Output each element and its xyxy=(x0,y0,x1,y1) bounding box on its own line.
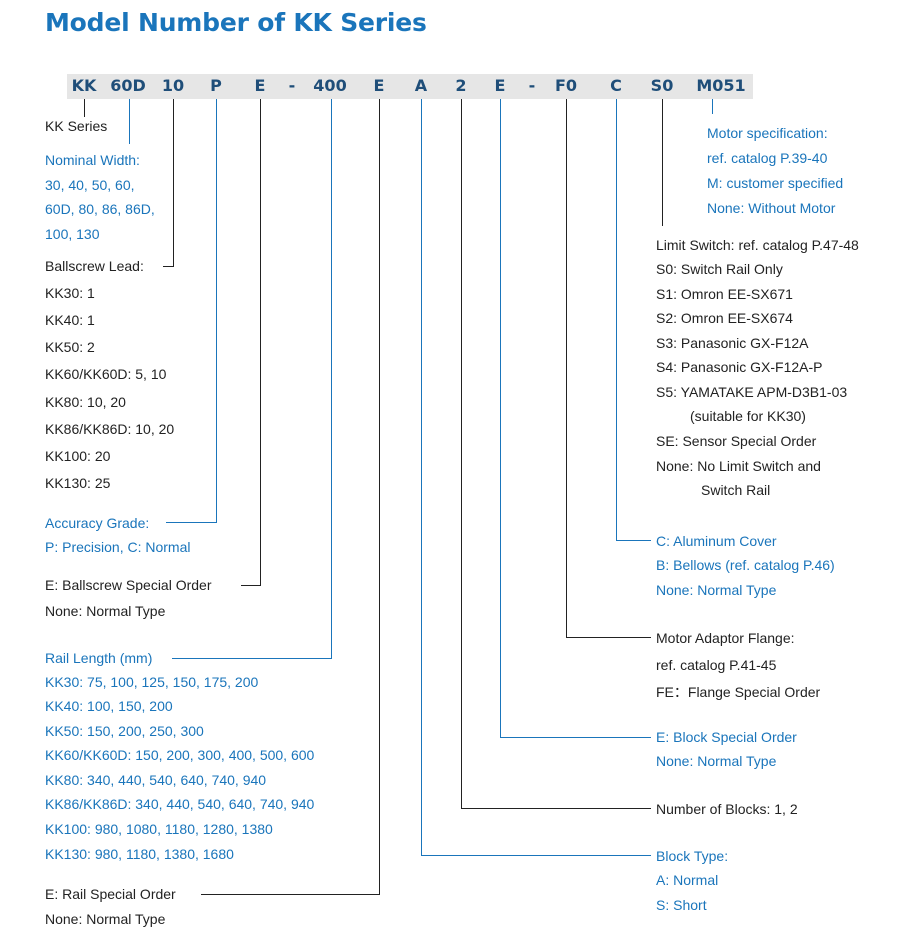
accuracy-grade-option: P: Precision, C: Normal xyxy=(45,539,191,555)
page-title: Model Number of KK Series xyxy=(45,8,427,37)
rail-length-option: KK80: 340, 440, 540, 640, 740, 940 xyxy=(45,772,267,788)
code-segment-block-count: 2 xyxy=(455,76,467,95)
ballscrew-lead-option: KK80: 10, 20 xyxy=(45,394,126,410)
code-segment-block-order: E xyxy=(494,76,506,95)
block-order-connector xyxy=(500,99,651,738)
code-segment-rail-length: 400 xyxy=(313,76,347,95)
limit-switch-option-cont: Switch Rail xyxy=(701,482,771,498)
motor-flange-connector xyxy=(566,99,651,638)
ballscrew-lead-option: KK86/KK86D: 10, 20 xyxy=(45,421,175,437)
ballscrew-lead-option: KK30: 1 xyxy=(45,285,95,301)
nominal-width-option: 100, 130 xyxy=(45,226,100,242)
limit-switch-option: S2: Omron EE-SX674 xyxy=(656,310,793,326)
model-code-bar xyxy=(67,74,753,99)
accuracy-connector xyxy=(166,99,217,523)
nominal-width-title: Nominal Width: xyxy=(45,152,140,168)
cover-option: B: Bellows (ref. catalog P.46) xyxy=(656,557,835,573)
rail-length-connector xyxy=(172,99,332,659)
motor-adaptor-title: Motor Adaptor Flange: xyxy=(656,630,795,646)
motor-spec-line: ref. catalog P.39-40 xyxy=(707,150,828,166)
nominal-width-option: 60D, 80, 86, 86D, xyxy=(45,201,155,217)
ballscrew-lead-option: KK40: 1 xyxy=(45,312,95,328)
motor-spec-line: M: customer specified xyxy=(707,175,844,191)
limit-switch-option: S5: YAMATAKE APM-D3B1-03 xyxy=(656,384,848,400)
ballscrew-lead-option: KK50: 2 xyxy=(45,339,95,355)
rail-order-connector xyxy=(201,99,380,895)
limit-switch-option: S1: Omron EE-SX671 xyxy=(656,286,793,302)
rail-length-title: Rail Length (mm) xyxy=(45,650,153,666)
code-separator: - xyxy=(528,76,536,95)
rail-length-option: KK100: 980, 1080, 1180, 1280, 1380 xyxy=(45,821,273,837)
num-blocks-title: Number of Blocks: 1, 2 xyxy=(656,801,798,817)
rail-length-option: KK130: 980, 1180, 1380, 1680 xyxy=(45,846,234,862)
motor-adaptor-option: ref. catalog P.41-45 xyxy=(656,657,777,673)
cover-connector xyxy=(616,99,651,541)
motor-spec-line: Motor specification: xyxy=(707,125,828,141)
block-type-connector xyxy=(421,99,651,856)
limit-switch-option: S3: Panasonic GX-F12A xyxy=(656,335,809,351)
code-segment-nominal-width: 60D xyxy=(110,76,146,95)
limit-switch-option: SE: Sensor Special Order xyxy=(656,433,817,449)
block-special-title: E: Block Special Order xyxy=(656,729,797,745)
nominal-width-option: 30, 40, 50, 60, xyxy=(45,177,135,193)
cover-option: C: Aluminum Cover xyxy=(656,533,777,549)
motor-adaptor-option: FE：Flange Special Order xyxy=(656,684,821,700)
block-type-title: Block Type: xyxy=(656,848,729,864)
code-segment-block-type: A xyxy=(414,76,428,95)
rail-length-option: KK86/KK86D: 340, 440, 540, 640, 740, 940 xyxy=(45,796,315,812)
code-segment-rail-order: E xyxy=(373,76,385,95)
code-segment-accuracy: P xyxy=(210,76,222,95)
rail-special-title: E: Rail Special Order xyxy=(45,886,176,902)
rail-length-option: KK60/KK60D: 150, 200, 300, 400, 500, 600 xyxy=(45,747,315,763)
ballscrew-order-connector xyxy=(241,99,261,586)
block-type-option: S: Short xyxy=(656,897,707,913)
block-type-option: A: Normal xyxy=(656,872,719,888)
rail-length-option: KK50: 150, 200, 250, 300 xyxy=(45,723,204,739)
ballscrew-lead-option: KK130: 25 xyxy=(45,475,111,491)
code-segment-limit-switch: S0 xyxy=(650,76,674,95)
rail-length-option: KK40: 100, 150, 200 xyxy=(45,698,173,714)
limit-switch-title: Limit Switch: ref. catalog P.47-48 xyxy=(656,237,859,253)
rail-special-option: None: Normal Type xyxy=(45,911,166,927)
lead-connector xyxy=(163,99,174,267)
limit-switch-option: S4: Panasonic GX-F12A-P xyxy=(656,359,823,375)
code-segment-ballscrew-order: E xyxy=(254,76,266,95)
code-segment-series: KK xyxy=(71,76,97,95)
kk-series-label: KK Series xyxy=(45,118,108,134)
ballscrew-special-option: None: Normal Type xyxy=(45,603,166,619)
accuracy-grade-title: Accuracy Grade: xyxy=(45,515,150,531)
limit-switch-note: (suitable for KK30) xyxy=(690,408,806,424)
code-segment-lead: 10 xyxy=(161,76,185,95)
motor-spec-line: None: Without Motor xyxy=(707,200,836,216)
limit-switch-option: None: No Limit Switch and xyxy=(656,458,821,474)
block-special-option: None: Normal Type xyxy=(656,753,777,769)
cover-option: None: Normal Type xyxy=(656,582,777,598)
ballscrew-lead-option: KK100: 20 xyxy=(45,448,111,464)
code-segment-motor-flange: F0 xyxy=(554,76,578,95)
block-count-connector xyxy=(461,99,651,809)
code-segment-cover: C xyxy=(610,76,622,95)
code-segment-motor: M051 xyxy=(696,76,746,95)
code-separator: - xyxy=(288,76,296,95)
rail-length-option: KK30: 75, 100, 125, 150, 175, 200 xyxy=(45,674,259,690)
ballscrew-lead-option: KK60/KK60D: 5, 10 xyxy=(45,366,167,382)
ballscrew-special-title: E: Ballscrew Special Order xyxy=(45,577,212,593)
ballscrew-lead-title: Ballscrew Lead: xyxy=(45,258,144,274)
limit-switch-option: S0: Switch Rail Only xyxy=(656,261,783,277)
